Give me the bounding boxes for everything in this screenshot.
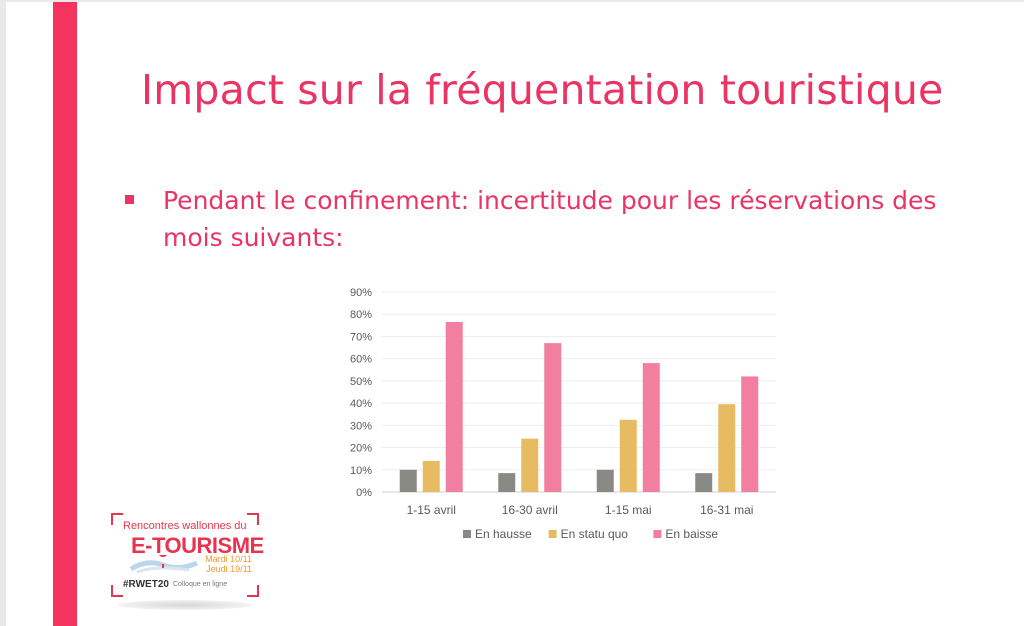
logo-corner	[247, 585, 259, 597]
y-tick-label: 0%	[356, 487, 372, 499]
bar-en-baisse	[544, 343, 562, 492]
logo-date-2: Jeudi 19/11	[206, 564, 252, 574]
y-tick-label: 40%	[350, 398, 372, 410]
y-tick-label: 70%	[350, 331, 372, 343]
accent-bar	[53, 2, 77, 626]
bar-en-hausse	[695, 473, 713, 492]
bar-en-hausse	[399, 469, 417, 492]
bullet-text: Pendant le confinement: incertitude pour…	[163, 186, 937, 252]
logo-corner	[111, 513, 123, 525]
bar-en-hausse	[498, 473, 516, 492]
bar-chart: 0% 10% 20% 30% 40% 50% 60% 70% 80% 90% 1-15 avril 1…	[350, 287, 776, 541]
x-tick-label: 16-30 avril	[502, 503, 558, 517]
x-tick-label: 1-15 avril	[407, 503, 456, 517]
legend-label: En hausse	[475, 527, 532, 541]
logo-date-1: Mardi 10/11	[205, 554, 252, 564]
logo-tagline: Colloque en ligne	[173, 581, 228, 588]
logo-corner	[111, 585, 123, 597]
logo-dates: Mardi 10/11 Jeudi 19/11	[205, 554, 252, 574]
bar-en-baisse	[741, 376, 759, 492]
x-tick-label: 1-15 mai	[605, 503, 652, 517]
bar-en-statu-quo	[521, 438, 539, 492]
bullet-marker-icon	[125, 195, 134, 204]
y-tick-label: 90%	[350, 287, 372, 299]
y-tick-label: 50%	[350, 376, 372, 388]
y-tick-label: 10%	[350, 465, 372, 477]
logo-corner	[247, 513, 259, 525]
logo-hashtag: #RWET20	[123, 579, 169, 590]
legend-label: En statu quo	[561, 527, 629, 541]
bar-en-statu-quo	[422, 460, 440, 492]
event-logo: Rencontres wallonnes du E-TOURISME Mardi…	[111, 513, 264, 597]
y-tick-label: 20%	[350, 443, 372, 455]
bar-en-statu-quo	[619, 419, 637, 492]
legend-label: En baisse	[665, 527, 718, 541]
legend-swatch	[463, 530, 471, 538]
y-tick-label: 80%	[350, 309, 372, 321]
bar-en-baisse	[642, 363, 660, 492]
bar-en-hausse	[596, 469, 614, 492]
x-tick-label: 16-31 mai	[700, 503, 753, 517]
legend-swatch	[653, 530, 662, 538]
logo-line1: Rencontres wallonnes du	[123, 520, 247, 532]
logo-shadow	[118, 600, 252, 610]
y-tick-label: 30%	[350, 420, 372, 432]
legend-swatch	[548, 530, 557, 538]
logo-title: E-TOURISME	[131, 533, 264, 558]
bar-en-baisse	[445, 322, 463, 492]
map-icon	[129, 555, 199, 574]
bar-en-statu-quo	[718, 404, 736, 492]
slide: Impact sur la fréquentation touristique …	[6, 2, 1024, 626]
y-tick-label: 60%	[350, 354, 372, 366]
slide-title: Impact sur la fréquentation touristique	[141, 66, 944, 114]
